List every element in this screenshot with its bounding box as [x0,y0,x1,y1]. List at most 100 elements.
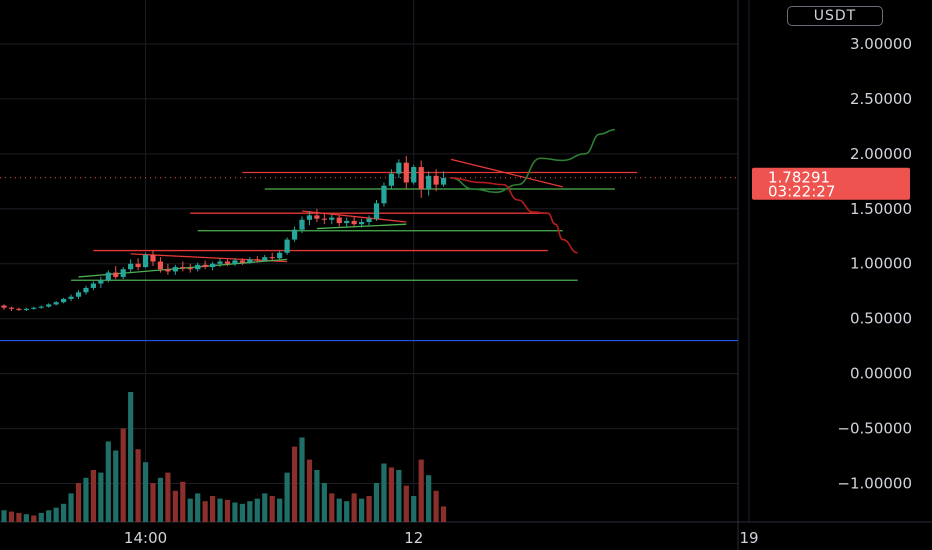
candle-body [344,220,350,224]
candle [232,258,238,266]
volume-bar [254,498,260,522]
candle [269,252,275,261]
volume-bars [1,392,447,522]
candle [195,262,201,272]
candle [142,252,149,269]
volume-bar [1,510,7,522]
candle [1,304,7,310]
forecast-paths[interactable] [450,128,615,254]
candle [344,217,350,228]
candle [247,257,253,264]
candle-body [426,175,432,190]
candle-body [440,178,447,185]
candle-body [61,298,67,303]
volume-bar [165,472,171,522]
volume-bar [75,483,82,522]
volume-bar [299,437,305,522]
horizontal-levels[interactable] [71,171,638,281]
price-axis[interactable]: 3.00000 2.50000 2.00000 1.50000 1.00000 0.500… [837,35,912,493]
bullish-forecast-path[interactable] [450,128,615,194]
volume-bar [351,493,357,522]
candle [426,171,432,196]
volume-bar [232,502,238,522]
y-tick-label: 1.00000 [850,255,912,273]
candle-body [306,215,313,220]
candle-body [180,267,186,269]
time-axis[interactable]: 14:00 12 19 [124,529,759,547]
candle-body [75,292,82,297]
candle [113,265,119,280]
candle-body [23,308,29,310]
candle [46,303,52,308]
candle-body [329,217,335,220]
candle [83,285,89,295]
y-tick-label: −1.00000 [837,475,912,493]
volume-bar [187,498,193,522]
volume-bar [83,477,89,522]
volume-bar [329,493,335,522]
y-tick-label: 0.50000 [850,310,912,328]
candle [187,263,193,273]
candle [210,261,216,271]
volume-bar [8,511,15,522]
candle [291,226,298,242]
candle [366,215,372,226]
currency-selector-button[interactable]: USDT [787,6,883,26]
volume-bar [68,493,74,522]
volume-bar [381,463,387,522]
candle-body [113,272,119,277]
volume-bar [247,501,253,522]
candle-body [388,173,394,186]
candle-body [351,220,357,225]
volume-bar [202,501,208,522]
volume-bar [336,498,342,522]
candle [135,258,141,271]
candle-body [165,269,171,272]
bearish-forecast-path[interactable] [450,177,578,254]
candle-body [373,203,380,219]
candle-body [16,308,22,310]
volume-bar [418,459,424,522]
candle [68,294,74,302]
candle [440,171,447,187]
candle [120,267,126,280]
trend-line[interactable] [450,158,563,188]
candle [23,307,29,312]
candle [172,264,178,275]
candle [98,276,104,288]
candle-body [321,218,327,220]
volume-bar [16,512,22,522]
candle-body [172,267,178,272]
volume-bar [150,483,156,522]
candle-body [284,239,290,253]
candle [314,208,320,222]
x-tick-label: 12 [404,529,423,547]
trend-line[interactable] [130,253,288,263]
volume-bar [433,490,439,522]
candle [38,305,44,309]
volume-bar [388,467,394,522]
candle-body [157,261,164,270]
y-tick-label: 2.00000 [850,145,912,163]
candle [128,259,134,273]
candle-body [135,263,141,268]
candle [53,301,59,306]
volume-bar [344,501,350,522]
candle [418,160,424,198]
candle-body [232,260,238,264]
candle [157,257,164,273]
volume-bar [321,483,327,522]
candle [105,270,111,283]
volume-bar [366,496,372,522]
volume-bar [23,514,29,522]
candle-body [195,264,201,270]
candle [75,290,82,299]
candle-body [269,257,275,259]
volume-bar [61,503,67,522]
candle [321,213,327,225]
volume-bar [224,499,231,522]
candle [306,210,313,226]
volume-bar [46,510,52,522]
